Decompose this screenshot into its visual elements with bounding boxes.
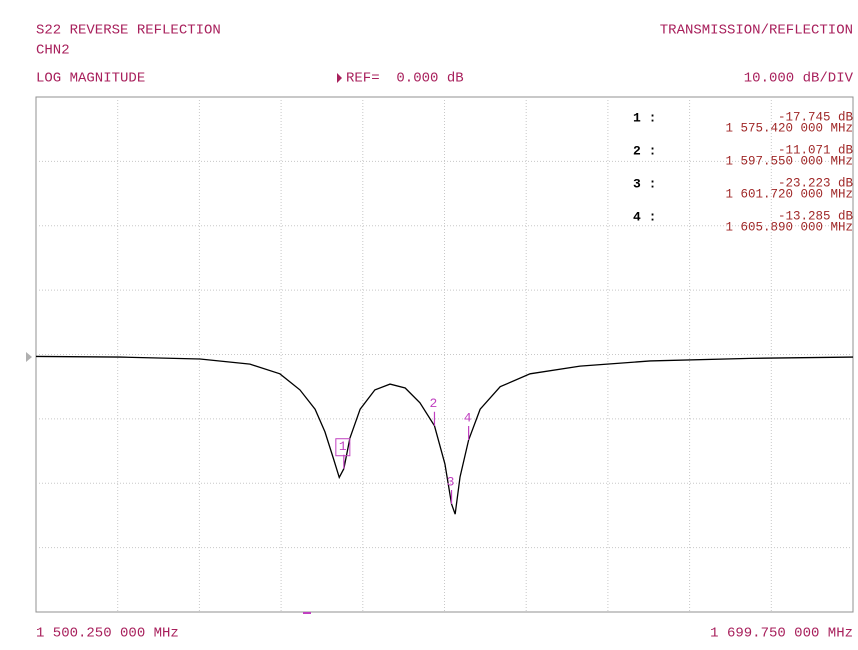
channel: CHN2 <box>36 43 70 59</box>
x-tick-label: 1 500.250 000 MHz <box>36 626 179 642</box>
readout-value: -13.285 dB <box>778 209 854 223</box>
marker-box <box>335 438 351 457</box>
readout-value: -23.223 dB <box>778 176 854 190</box>
mode: TRANSMISSION/REFLECTION <box>660 23 853 39</box>
marker-label: 2 <box>430 396 438 411</box>
readout-label: 1 : <box>633 110 656 125</box>
readout-frequency: 1 605.890 000 MHz <box>725 220 853 234</box>
readout-value: -17.745 dB <box>778 110 854 124</box>
title: S22 REVERSE REFLECTION <box>36 23 221 39</box>
scale: 10.000 dB/DIV <box>744 71 854 87</box>
ref-position-arrow <box>26 352 32 362</box>
x-tick-label: 1 699.750 000 MHz <box>710 626 853 642</box>
readout-frequency: 1 597.550 000 MHz <box>725 154 853 168</box>
readout-label: 2 : <box>633 143 656 158</box>
ref-arrow <box>337 73 342 83</box>
trace <box>35 355 854 515</box>
format: LOG MAGNITUDE <box>36 71 145 87</box>
reference: REF= 0.000 dB <box>346 71 464 87</box>
marker-label: 3 <box>447 474 455 489</box>
marker-label: 1 <box>339 439 347 454</box>
readout-frequency: 1 575.420 000 MHz <box>725 121 853 135</box>
readout-label: 4 : <box>633 209 656 224</box>
marker-label: 4 <box>464 410 472 425</box>
readout-label: 3 : <box>633 176 656 191</box>
readout-value: -11.071 dB <box>778 143 854 157</box>
readout-frequency: 1 601.720 000 MHz <box>725 187 853 201</box>
